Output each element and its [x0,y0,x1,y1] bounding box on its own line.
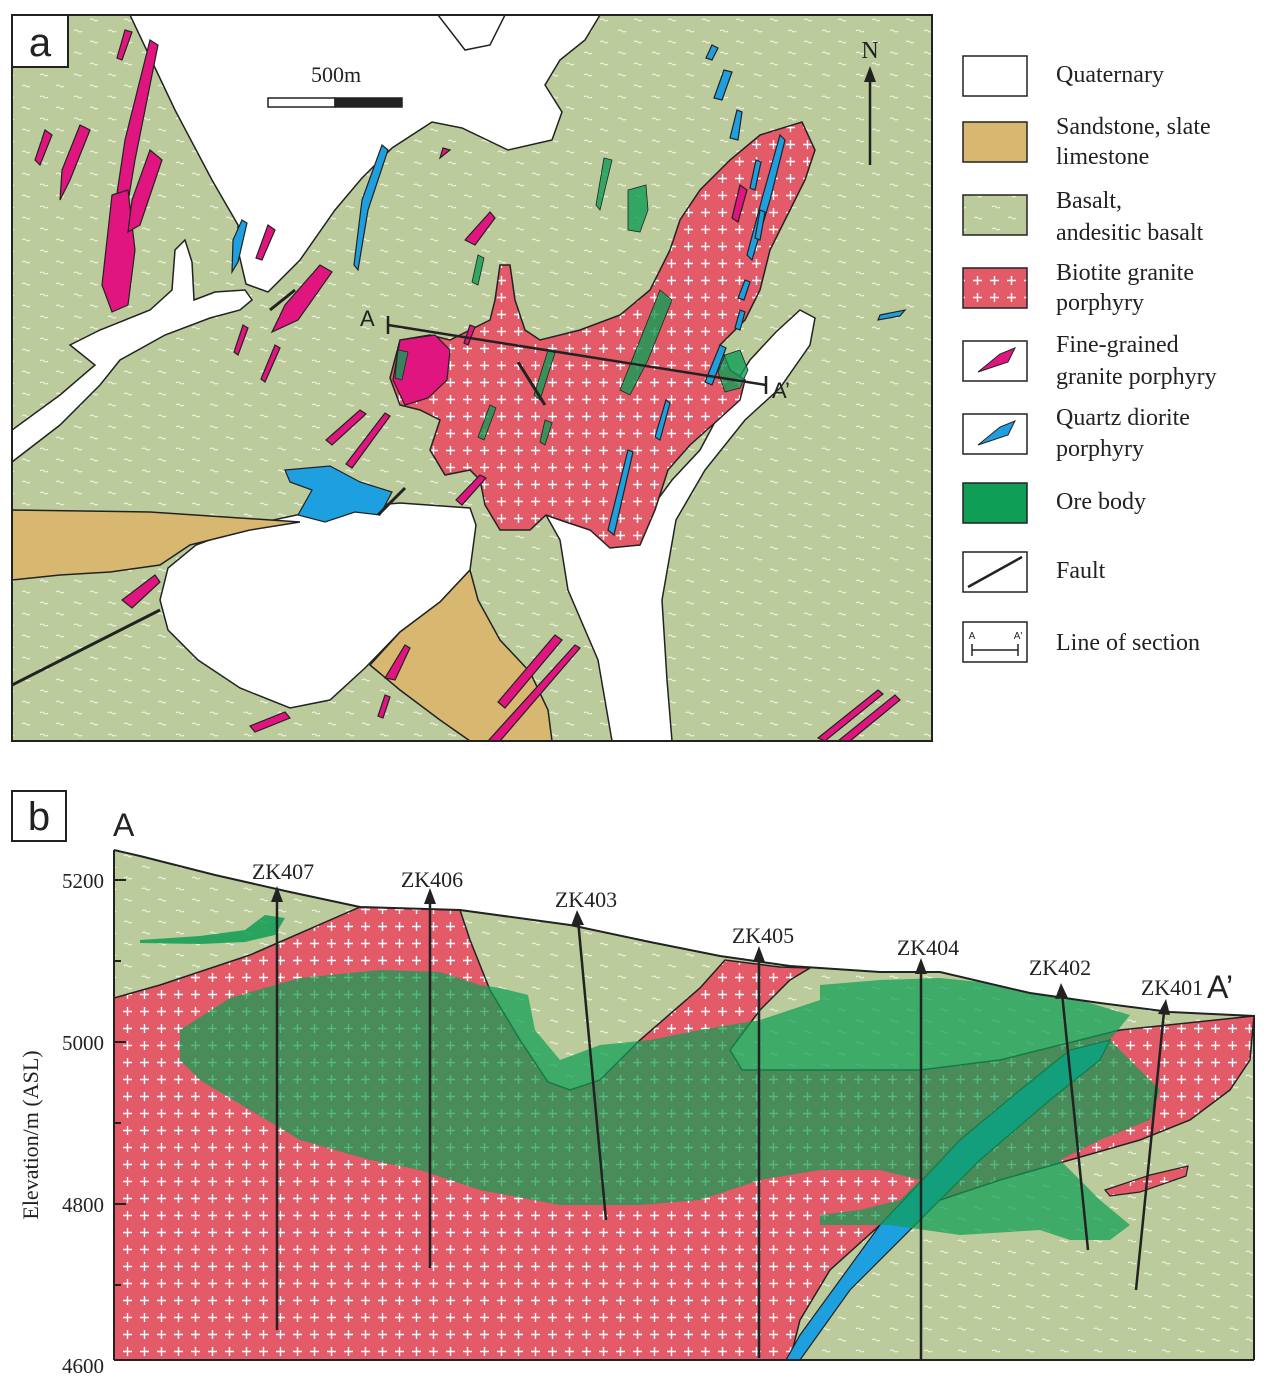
legend-label-ore-body: Ore body [1056,489,1146,515]
legend-label-quartz-diorite-2: porphyry [1056,436,1144,462]
drill-hole-label-zk401: ZK401 [1141,975,1203,1000]
quartz-diorite-dikes [231,44,907,537]
legend-label-fine-grained-granite-2: granite porphyry [1056,364,1217,390]
panel-a-label-box [11,14,69,68]
section-ground-surface [113,849,1255,1360]
section-end-label: A’ [1207,969,1233,1005]
sandstone-band [12,509,301,581]
fault-line-icon [967,555,1023,589]
legend-label-biotite-granite-2: porphyry [1056,290,1144,316]
y-tick-5000: 5000 [62,1031,104,1055]
map-panel: A A’ a 500m N [11,14,933,742]
section-ore-body-upper [140,915,285,944]
section-line-a-a [386,316,768,394]
y-axis-title: Elevation/m (ASL) [18,1050,43,1219]
y-tick-4800: 4800 [62,1193,104,1217]
quaternary-west [12,238,254,463]
legend-label-basalt-2: andesitic basalt [1056,220,1204,246]
legend: Quaternary Sandstone, slate limestone Ba… [962,55,1217,663]
quaternary-northeast [437,15,506,51]
y-axis-ticks [114,879,126,1286]
map-section-end-label: A’ [772,378,790,403]
panel-b-label-box [11,790,67,842]
quartz-diorite-dike-icon [977,420,1017,446]
map-frame [11,14,933,742]
ore-bodies [394,157,749,446]
north-arrow: N [861,38,879,165]
y-tick-5200: 5200 [62,869,104,893]
legend-section-icon-start: A [969,631,976,642]
section-panel: 5200 5000 4800 4600 Elevation/m (ASL) ZK… [11,790,1255,1378]
fine-grained-granite-dike-icon [977,347,1017,373]
drill-hole-label-zk402: ZK402 [1029,955,1091,980]
scale-bar: 500m [267,62,403,108]
panel-b-label: b [28,795,50,839]
north-arrow-head-icon [864,66,876,82]
legend-label-fault: Fault [1056,558,1106,584]
legend-label-sandstone-1: Sandstone, slate [1056,114,1211,140]
section-start-label: A [113,807,135,843]
drill-hole-label-zk404: ZK404 [897,935,959,960]
legend-swatch-sandstone [962,121,1028,163]
drill-hole-label-zk403: ZK403 [555,887,617,912]
drill-holes [271,886,1170,1360]
panel-a-label: a [29,21,52,65]
legend-swatch-biotite-granite [962,267,1028,309]
map-section-start-label: A [360,306,375,331]
legend-label-fine-grained-granite-1: Fine-grained [1056,332,1179,358]
drill-hole-label-zk407: ZK407 [252,859,314,884]
drill-hole-label-zk405: ZK405 [732,923,794,948]
legend-label-biotite-granite-1: Biotite granite [1056,260,1194,286]
drill-hole-label-zk406: ZK406 [401,867,463,892]
y-tick-4600: 4600 [62,1354,104,1378]
legend-label-sandstone-2: limestone [1056,144,1149,170]
legend-label-line-of-section: Line of section [1056,630,1200,656]
legend-label-quaternary: Quaternary [1056,62,1164,88]
legend-swatch-quaternary [962,55,1028,97]
section-ore-body-main [180,970,1160,1240]
legend-label-basalt-1: Basalt, [1056,188,1122,214]
north-label: N [861,38,878,64]
legend-swatch-line-of-section [962,621,1028,663]
legend-swatch-ore-body [962,482,1028,524]
scale-bar-label: 500m [311,62,361,87]
faults [12,288,547,687]
fine-grained-granite-dikes [34,29,901,741]
legend-section-icon-end: A' [1014,631,1023,642]
legend-label-quartz-diorite-1: Quartz diorite [1056,405,1190,431]
legend-swatch-basalt [962,194,1028,236]
